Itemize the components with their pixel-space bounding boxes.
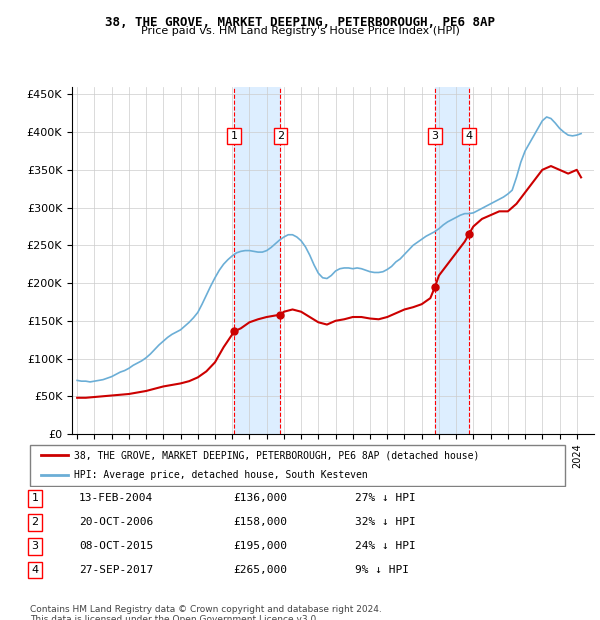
Text: 2: 2: [31, 517, 38, 528]
FancyBboxPatch shape: [29, 445, 565, 486]
Text: 4: 4: [466, 131, 472, 141]
Text: 32% ↓ HPI: 32% ↓ HPI: [355, 517, 416, 528]
Text: Price paid vs. HM Land Registry's House Price Index (HPI): Price paid vs. HM Land Registry's House …: [140, 26, 460, 36]
Text: £136,000: £136,000: [234, 494, 288, 503]
Text: 3: 3: [431, 131, 439, 141]
Text: 20-OCT-2006: 20-OCT-2006: [79, 517, 154, 528]
Text: 38, THE GROVE, MARKET DEEPING, PETERBOROUGH, PE6 8AP: 38, THE GROVE, MARKET DEEPING, PETERBORO…: [105, 16, 495, 29]
Text: 4: 4: [31, 565, 38, 575]
Text: HPI: Average price, detached house, South Kesteven: HPI: Average price, detached house, Sout…: [74, 469, 367, 479]
Text: 1: 1: [231, 131, 238, 141]
Text: 1: 1: [32, 494, 38, 503]
Text: £265,000: £265,000: [234, 565, 288, 575]
Bar: [234, 87, 280, 434]
Text: 3: 3: [32, 541, 38, 551]
Text: 2: 2: [277, 131, 284, 141]
Text: 13-FEB-2004: 13-FEB-2004: [79, 494, 154, 503]
Text: Contains HM Land Registry data © Crown copyright and database right 2024.
This d: Contains HM Land Registry data © Crown c…: [30, 604, 382, 620]
Text: 38, THE GROVE, MARKET DEEPING, PETERBOROUGH, PE6 8AP (detached house): 38, THE GROVE, MARKET DEEPING, PETERBORO…: [74, 451, 479, 461]
Text: 24% ↓ HPI: 24% ↓ HPI: [355, 541, 416, 551]
Bar: [435, 87, 469, 434]
Text: 27% ↓ HPI: 27% ↓ HPI: [355, 494, 416, 503]
Text: 27-SEP-2017: 27-SEP-2017: [79, 565, 154, 575]
Text: £158,000: £158,000: [234, 517, 288, 528]
Text: £195,000: £195,000: [234, 541, 288, 551]
Text: 08-OCT-2015: 08-OCT-2015: [79, 541, 154, 551]
Text: 9% ↓ HPI: 9% ↓ HPI: [355, 565, 409, 575]
